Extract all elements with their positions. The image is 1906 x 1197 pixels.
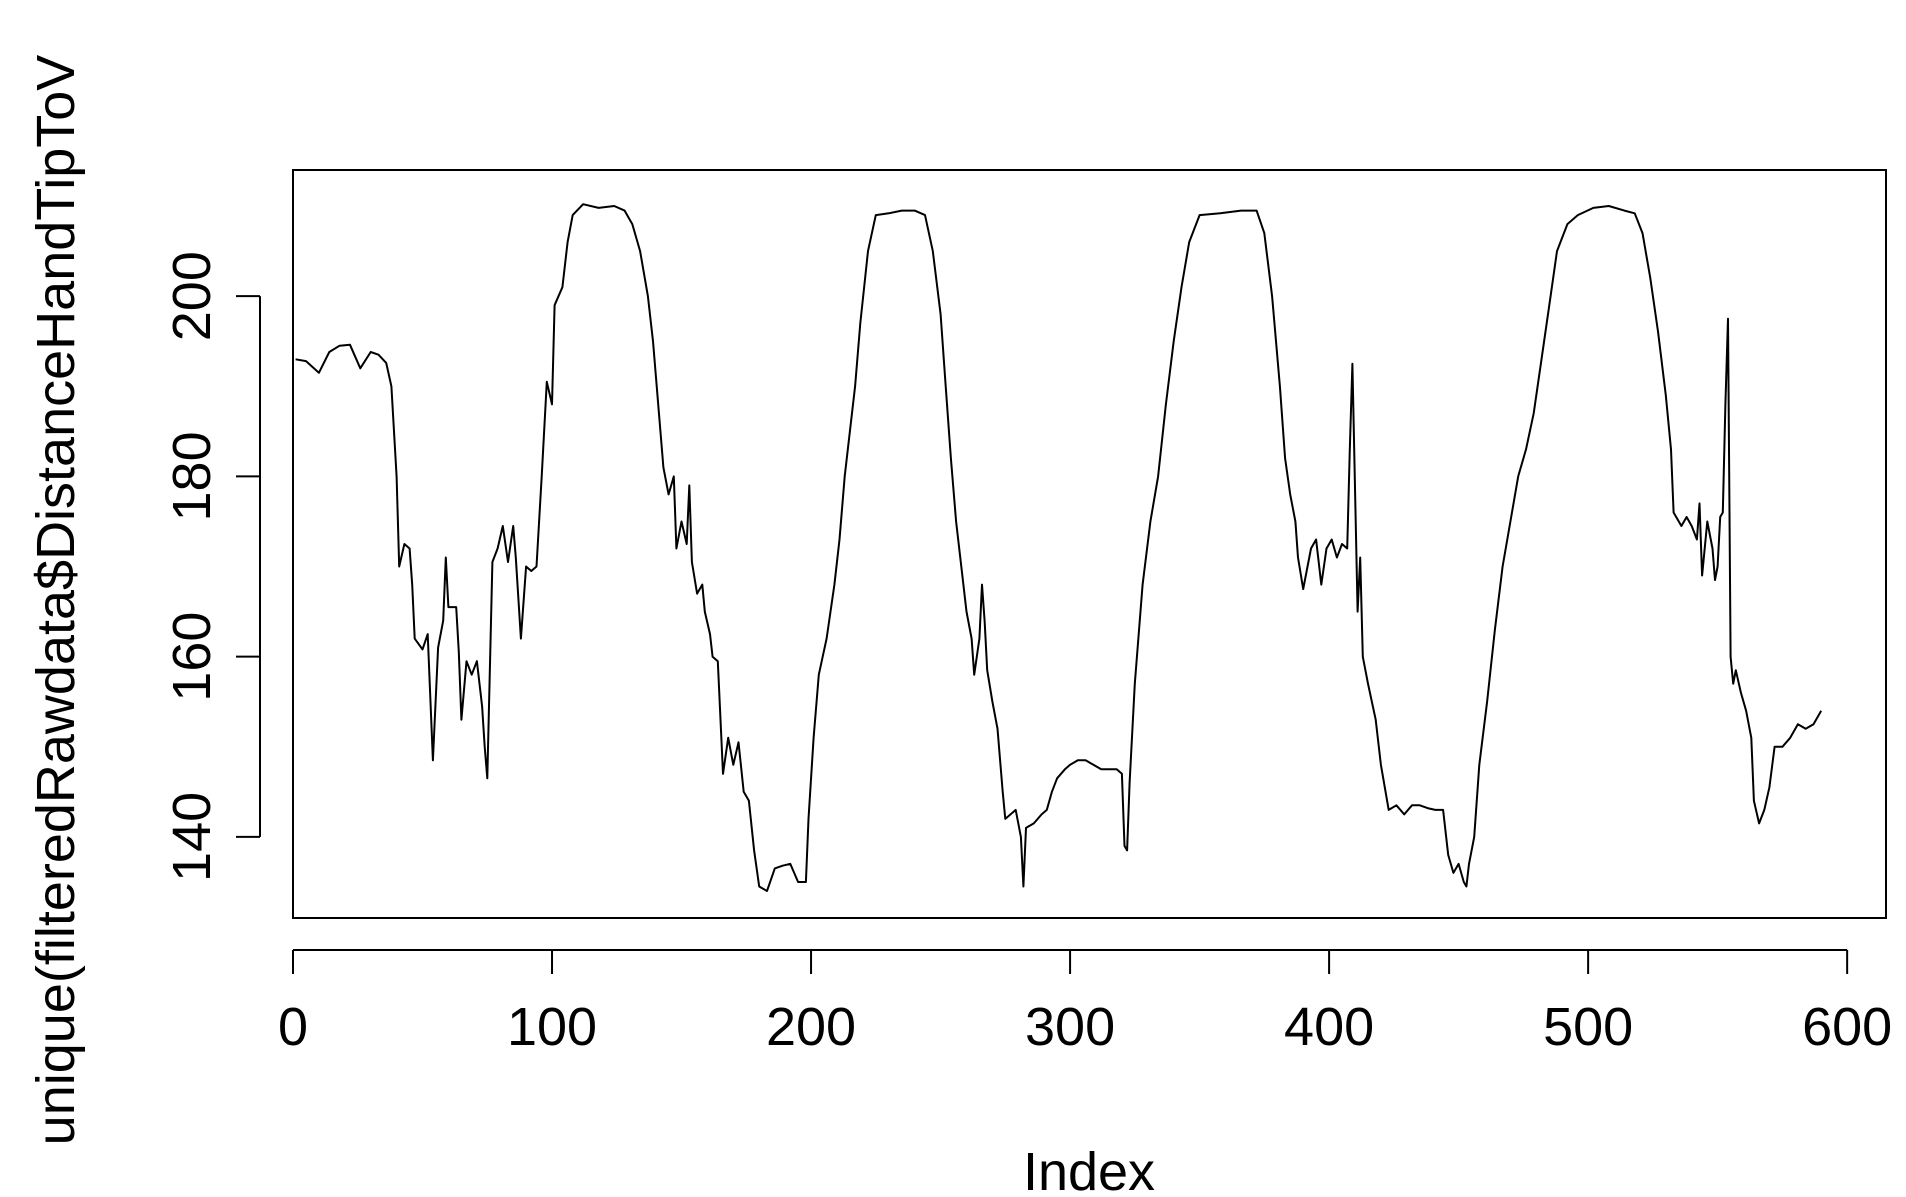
x-tick-label: 0 (278, 997, 308, 1057)
x-tick-label: 400 (1284, 997, 1374, 1057)
x-axis-title: Index (1023, 1142, 1155, 1197)
x-tick-label: 600 (1802, 997, 1892, 1057)
y-tick-label: 180 (162, 431, 222, 521)
y-tick-label: 200 (162, 251, 222, 341)
x-tick-label: 200 (766, 997, 856, 1057)
x-tick-label: 500 (1543, 997, 1633, 1057)
y-tick-label: 160 (162, 612, 222, 702)
x-tick-label: 100 (507, 997, 597, 1057)
y-axis: 140 160 180 200 (162, 251, 261, 882)
y-axis-title: unique(filteredRawdata$DistanceHandTipTo… (26, 55, 86, 1146)
series-line (295, 203, 1823, 892)
x-axis: 0 100 200 300 400 500 600 (278, 949, 1892, 1057)
plot-frame (292, 169, 1887, 919)
y-tick-label: 140 (162, 792, 222, 882)
x-tick-label: 300 (1025, 997, 1115, 1057)
